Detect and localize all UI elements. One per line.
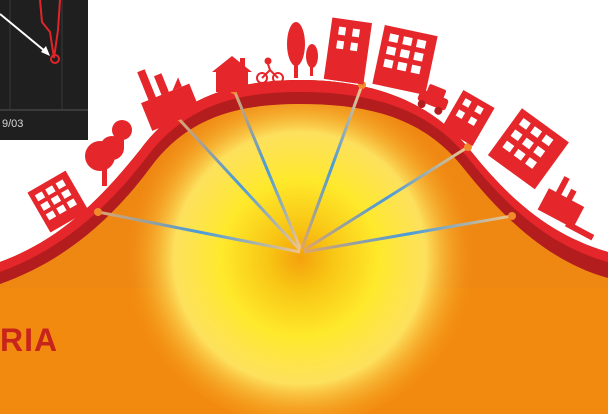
car-icon [417, 84, 449, 115]
region-label: RIA [0, 322, 59, 358]
factory-icon [137, 69, 201, 131]
inset-highlight-marker [50, 54, 60, 64]
heat-ray [300, 84, 364, 249]
inset-chart-panel: 9/03 [0, 0, 88, 140]
building-icon [441, 89, 495, 147]
house-icon [212, 56, 252, 92]
heat-ray [97, 210, 301, 254]
building-icon [323, 17, 372, 85]
inset-chart [0, 0, 88, 111]
pipe-endpoint [508, 212, 516, 220]
tree-icon [287, 22, 318, 78]
pipe-endpoint [464, 143, 472, 151]
building-icon [372, 25, 438, 95]
inset-pointer-arrow [0, 13, 47, 53]
tree-icon [85, 136, 124, 186]
heat-ray [232, 89, 302, 249]
crane-icon [537, 176, 595, 241]
heat-glow [125, 85, 475, 414]
inset-arrowhead [41, 46, 50, 56]
pipe-endpoint [94, 208, 102, 216]
inset-axis-tick: 9/03 [2, 118, 24, 130]
crust-red [0, 80, 608, 272]
inset-data-line [39, 0, 61, 59]
heat-ray [175, 115, 302, 252]
cyclist-icon [256, 57, 284, 84]
tree-icon [112, 120, 132, 149]
building-icon [487, 108, 569, 190]
heat-ray [303, 145, 469, 252]
building-icon [27, 170, 89, 233]
heat-ray [303, 214, 513, 254]
